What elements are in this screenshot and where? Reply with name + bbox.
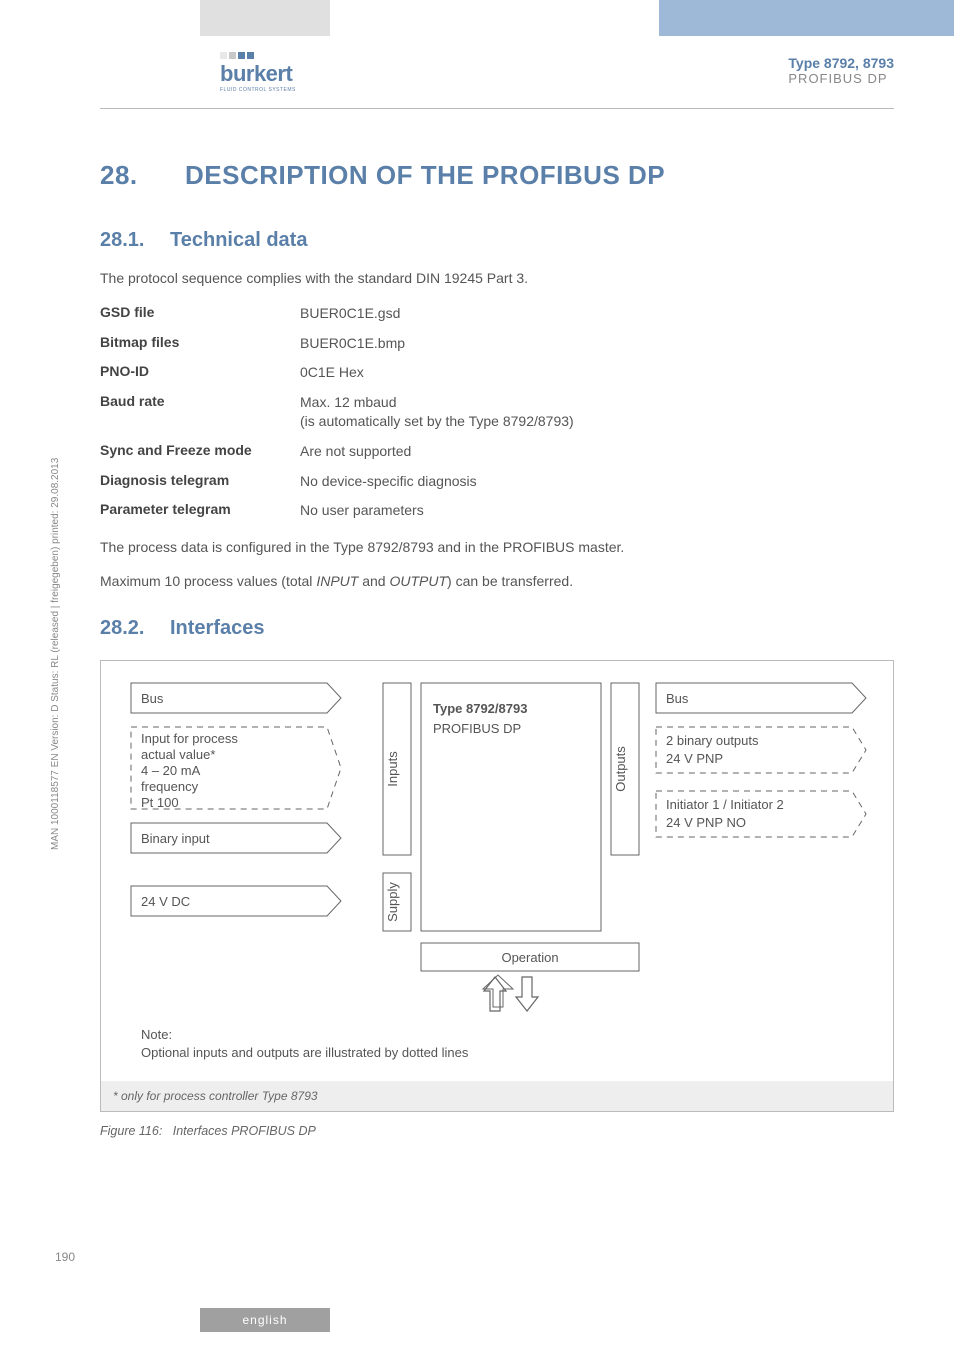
logo: burkert FLUID CONTROL SYSTEMS bbox=[220, 52, 320, 92]
svg-text:Note:: Note: bbox=[141, 1027, 172, 1042]
data-value: Max. 12 mbaud (is automatically set by t… bbox=[300, 393, 894, 432]
svg-text:24 V DC: 24 V DC bbox=[141, 894, 190, 909]
svg-text:24 V PNP: 24 V PNP bbox=[666, 751, 723, 766]
section-number: 28.2. bbox=[100, 617, 170, 640]
data-row: Diagnosis telegramNo device-specific dia… bbox=[100, 472, 894, 492]
content: 28.DESCRIPTION OF THE PROFIBUS DP 28.1.T… bbox=[100, 160, 894, 1138]
section-title: Interfaces bbox=[170, 617, 265, 639]
svg-text:24 V PNP NO: 24 V PNP NO bbox=[666, 815, 746, 830]
data-label: GSD file bbox=[100, 304, 300, 324]
chapter-number: 28. bbox=[100, 160, 185, 191]
svg-text:Bus: Bus bbox=[666, 691, 689, 706]
postnote-2: Maximum 10 process values (total INPUT a… bbox=[100, 573, 894, 589]
data-value: 0C1E Hex bbox=[300, 363, 894, 383]
svg-text:Initiator 1 / Initiator 2: Initiator 1 / Initiator 2 bbox=[666, 797, 784, 812]
figure-caption: Figure 116: Interfaces PROFIBUS DP bbox=[100, 1124, 894, 1138]
data-row: GSD fileBUER0C1E.gsd bbox=[100, 304, 894, 324]
header: burkert FLUID CONTROL SYSTEMS Type 8792,… bbox=[0, 0, 954, 110]
section-heading: 28.1.Technical data bbox=[100, 229, 894, 252]
svg-text:frequency: frequency bbox=[141, 779, 199, 794]
data-row: Bitmap filesBUER0C1E.bmp bbox=[100, 334, 894, 354]
header-blue-block bbox=[659, 0, 954, 36]
data-label: Bitmap files bbox=[100, 334, 300, 354]
svg-text:Operation: Operation bbox=[501, 950, 558, 965]
diagram-footnote: * only for process controller Type 8793 bbox=[101, 1081, 893, 1111]
svg-text:Type 8792/8793: Type 8792/8793 bbox=[433, 701, 527, 716]
data-value: Are not supported bbox=[300, 442, 894, 462]
logo-block bbox=[220, 52, 227, 59]
data-row: Parameter telegramNo user parameters bbox=[100, 501, 894, 521]
svg-text:Input for process: Input for process bbox=[141, 731, 238, 746]
svg-text:Binary input: Binary input bbox=[141, 831, 210, 846]
diagram-svg: Bus Input for processactual value*4 – 20 … bbox=[101, 661, 891, 1081]
logo-text: burkert bbox=[220, 61, 320, 87]
data-row: Baud rateMax. 12 mbaud (is automatically… bbox=[100, 393, 894, 432]
data-value: No device-specific diagnosis bbox=[300, 472, 894, 492]
chapter-title: DESCRIPTION OF THE PROFIBUS DP bbox=[185, 160, 665, 190]
logo-block bbox=[229, 52, 236, 59]
header-subtitle: PROFIBUS DP bbox=[788, 71, 894, 86]
svg-text:PROFIBUS DP: PROFIBUS DP bbox=[433, 721, 521, 736]
svg-text:Pt 100: Pt 100 bbox=[141, 795, 179, 810]
section-intro: The protocol sequence complies with the … bbox=[100, 270, 894, 286]
svg-text:Supply: Supply bbox=[385, 881, 400, 921]
logo-blocks bbox=[220, 52, 320, 59]
data-row: PNO-ID0C1E Hex bbox=[100, 363, 894, 383]
data-value: BUER0C1E.gsd bbox=[300, 304, 894, 324]
postnote-1: The process data is configured in the Ty… bbox=[100, 539, 894, 555]
svg-text:2 binary outputs: 2 binary outputs bbox=[666, 733, 759, 748]
section-title: Technical data bbox=[170, 229, 307, 251]
logo-block bbox=[247, 52, 254, 59]
logo-block bbox=[238, 52, 245, 59]
logo-subtext: FLUID CONTROL SYSTEMS bbox=[220, 87, 320, 93]
header-rule bbox=[100, 108, 894, 109]
technical-data-list: GSD fileBUER0C1E.gsdBitmap filesBUER0C1E… bbox=[100, 304, 894, 521]
side-metadata: MAN 1000118577 EN Version: D Status: RL … bbox=[50, 458, 61, 850]
svg-text:Inputs: Inputs bbox=[385, 751, 400, 787]
data-row: Sync and Freeze modeAre not supported bbox=[100, 442, 894, 462]
data-label: Diagnosis telegram bbox=[100, 472, 300, 492]
data-label: Sync and Freeze mode bbox=[100, 442, 300, 462]
svg-text:Optional inputs and outputs ar: Optional inputs and outputs are illustra… bbox=[141, 1045, 469, 1060]
interfaces-diagram: Bus Input for processactual value*4 – 20 … bbox=[100, 660, 894, 1112]
header-grey-block bbox=[200, 0, 330, 36]
type-line: Type 8792, 8793 bbox=[788, 55, 894, 71]
data-value: No user parameters bbox=[300, 501, 894, 521]
header-right: Type 8792, 8793 PROFIBUS DP bbox=[788, 55, 894, 86]
footer-language-tab: english bbox=[200, 1308, 330, 1332]
svg-text:actual value*: actual value* bbox=[141, 747, 215, 762]
svg-text:Outputs: Outputs bbox=[613, 745, 628, 791]
chapter-heading: 28.DESCRIPTION OF THE PROFIBUS DP bbox=[100, 160, 894, 191]
data-label: Parameter telegram bbox=[100, 501, 300, 521]
svg-text:Bus: Bus bbox=[141, 691, 164, 706]
data-value: BUER0C1E.bmp bbox=[300, 334, 894, 354]
page-number: 190 bbox=[55, 1250, 75, 1264]
data-label: Baud rate bbox=[100, 393, 300, 432]
svg-text:4 – 20 mA: 4 – 20 mA bbox=[141, 763, 201, 778]
section-heading: 28.2.Interfaces bbox=[100, 617, 894, 640]
section-number: 28.1. bbox=[100, 229, 170, 252]
data-label: PNO-ID bbox=[100, 363, 300, 383]
